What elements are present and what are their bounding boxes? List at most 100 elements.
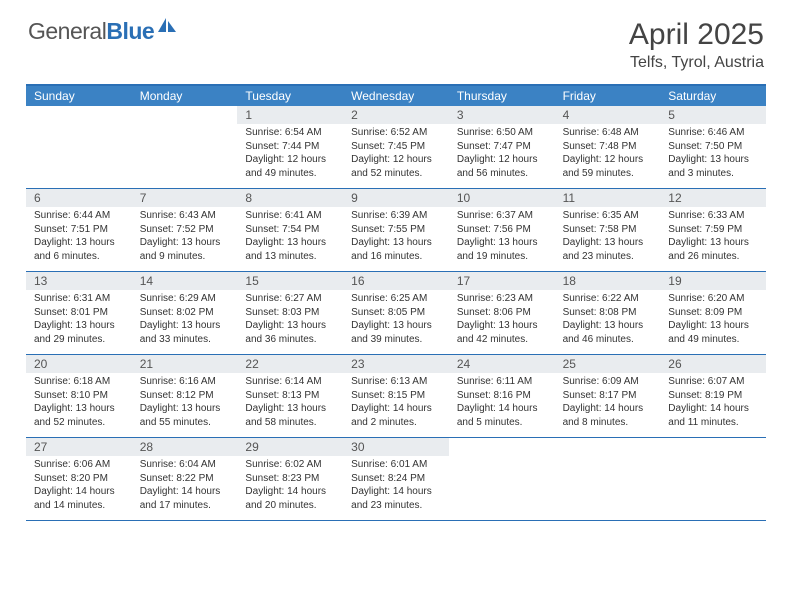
day-details: Sunrise: 6:25 AMSunset: 8:05 PMDaylight:… xyxy=(343,290,449,350)
sunrise-line: Sunrise: 6:18 AM xyxy=(34,375,124,389)
day-cell-29: 29Sunrise: 6:02 AMSunset: 8:23 PMDayligh… xyxy=(237,438,343,520)
day-cell-28: 28Sunrise: 6:04 AMSunset: 8:22 PMDayligh… xyxy=(132,438,238,520)
day-number: 16 xyxy=(343,272,449,290)
day-cell-18: 18Sunrise: 6:22 AMSunset: 8:08 PMDayligh… xyxy=(555,272,661,354)
day-details: Sunrise: 6:35 AMSunset: 7:58 PMDaylight:… xyxy=(555,207,661,267)
daylight-line: Daylight: 13 hours and 23 minutes. xyxy=(563,236,653,263)
day-details: Sunrise: 6:48 AMSunset: 7:48 PMDaylight:… xyxy=(555,124,661,184)
day-number: 20 xyxy=(26,355,132,373)
day-cell-11: 11Sunrise: 6:35 AMSunset: 7:58 PMDayligh… xyxy=(555,189,661,271)
day-number: 1 xyxy=(237,106,343,124)
sunrise-line: Sunrise: 6:13 AM xyxy=(351,375,441,389)
day-details: Sunrise: 6:29 AMSunset: 8:02 PMDaylight:… xyxy=(132,290,238,350)
day-number: 6 xyxy=(26,189,132,207)
sunset-line: Sunset: 8:19 PM xyxy=(668,389,758,403)
sunrise-line: Sunrise: 6:52 AM xyxy=(351,126,441,140)
sunrise-line: Sunrise: 6:39 AM xyxy=(351,209,441,223)
day-details: Sunrise: 6:02 AMSunset: 8:23 PMDaylight:… xyxy=(237,456,343,516)
sunrise-line: Sunrise: 6:06 AM xyxy=(34,458,124,472)
day-cell-empty: . xyxy=(660,438,766,520)
sunrise-line: Sunrise: 6:09 AM xyxy=(563,375,653,389)
day-cell-empty: . xyxy=(132,106,238,188)
daylight-line: Daylight: 14 hours and 8 minutes. xyxy=(563,402,653,429)
day-number: 24 xyxy=(449,355,555,373)
day-cell-20: 20 Sunrise: 6:18 AMSunset: 8:10 PMDayligh… xyxy=(26,355,132,437)
sunset-line: Sunset: 8:09 PM xyxy=(668,306,758,320)
sunrise-line: Sunrise: 6:31 AM xyxy=(34,292,124,306)
sunset-line: Sunset: 8:13 PM xyxy=(245,389,335,403)
weekday-saturday: Saturday xyxy=(660,86,766,106)
day-details: Sunrise: 6:52 AMSunset: 7:45 PMDaylight:… xyxy=(343,124,449,184)
sunset-line: Sunset: 7:54 PM xyxy=(245,223,335,237)
day-details: Sunrise: 6:20 AMSunset: 8:09 PMDaylight:… xyxy=(660,290,766,350)
day-number: 23 xyxy=(343,355,449,373)
sunrise-line: Sunrise: 6:43 AM xyxy=(140,209,230,223)
logo-sail-icon xyxy=(156,16,178,39)
sunrise-line: Sunrise: 6:50 AM xyxy=(457,126,547,140)
day-details: Sunrise: 6:09 AMSunset: 8:17 PMDaylight:… xyxy=(555,373,661,433)
day-cell-23: 23Sunrise: 6:13 AMSunset: 8:15 PMDayligh… xyxy=(343,355,449,437)
day-cell-4: 4Sunrise: 6:48 AMSunset: 7:48 PMDaylight… xyxy=(555,106,661,188)
daylight-line: Daylight: 14 hours and 17 minutes. xyxy=(140,485,230,512)
sunrise-line: Sunrise: 6:11 AM xyxy=(457,375,547,389)
week-row: 20Sunrise: 6:18 AMSunset: 8:10 PMDayligh… xyxy=(26,355,766,438)
day-details: Sunrise: 6:39 AMSunset: 7:55 PMDaylight:… xyxy=(343,207,449,267)
daylight-line: Daylight: 13 hours and 42 minutes. xyxy=(457,319,547,346)
day-cell-7: 7Sunrise: 6:43 AMSunset: 7:52 PMDaylight… xyxy=(132,189,238,271)
day-details: Sunrise: 6:44 AMSunset: 7:51 PMDaylight:… xyxy=(26,207,132,267)
calendar: SundayMondayTuesdayWednesdayThursdayFrid… xyxy=(26,84,766,521)
sunrise-line: Sunrise: 6:01 AM xyxy=(351,458,441,472)
day-number: 4 xyxy=(555,106,661,124)
day-cell-empty: . xyxy=(26,106,132,188)
daylight-line: Daylight: 13 hours and 6 minutes. xyxy=(34,236,124,263)
weekday-wednesday: Wednesday xyxy=(343,86,449,106)
sunset-line: Sunset: 8:15 PM xyxy=(351,389,441,403)
day-cell-21: 21Sunrise: 6:16 AMSunset: 8:12 PMDayligh… xyxy=(132,355,238,437)
day-number: 3 xyxy=(449,106,555,124)
day-number: 12 xyxy=(660,189,766,207)
day-details: Sunrise: 6:06 AMSunset: 8:20 PMDaylight:… xyxy=(26,456,132,516)
sunrise-line: Sunrise: 6:33 AM xyxy=(668,209,758,223)
sunrise-line: Sunrise: 6:37 AM xyxy=(457,209,547,223)
daylight-line: Daylight: 13 hours and 29 minutes. xyxy=(34,319,124,346)
day-details: Sunrise: 6:31 AMSunset: 8:01 PMDaylight:… xyxy=(26,290,132,350)
weekday-thursday: Thursday xyxy=(449,86,555,106)
sunset-line: Sunset: 8:03 PM xyxy=(245,306,335,320)
day-cell-16: 16Sunrise: 6:25 AMSunset: 8:05 PMDayligh… xyxy=(343,272,449,354)
sunrise-line: Sunrise: 6:44 AM xyxy=(34,209,124,223)
sunset-line: Sunset: 7:51 PM xyxy=(34,223,124,237)
sunrise-line: Sunrise: 6:23 AM xyxy=(457,292,547,306)
day-cell-17: 17Sunrise: 6:23 AMSunset: 8:06 PMDayligh… xyxy=(449,272,555,354)
day-cell-8: 8Sunrise: 6:41 AMSunset: 7:54 PMDaylight… xyxy=(237,189,343,271)
day-number: 28 xyxy=(132,438,238,456)
daylight-line: Daylight: 13 hours and 19 minutes. xyxy=(457,236,547,263)
day-number: 2 xyxy=(343,106,449,124)
sunset-line: Sunset: 8:16 PM xyxy=(457,389,547,403)
day-cell-empty: . xyxy=(555,438,661,520)
day-cell-2: 2Sunrise: 6:52 AMSunset: 7:45 PMDaylight… xyxy=(343,106,449,188)
day-details: Sunrise: 6:27 AMSunset: 8:03 PMDaylight:… xyxy=(237,290,343,350)
logo-part2: Blue xyxy=(106,18,154,44)
day-cell-22: 22Sunrise: 6:14 AMSunset: 8:13 PMDayligh… xyxy=(237,355,343,437)
daylight-line: Daylight: 14 hours and 14 minutes. xyxy=(34,485,124,512)
weekday-header: SundayMondayTuesdayWednesdayThursdayFrid… xyxy=(26,86,766,106)
sunset-line: Sunset: 8:10 PM xyxy=(34,389,124,403)
daylight-line: Daylight: 13 hours and 58 minutes. xyxy=(245,402,335,429)
daylight-line: Daylight: 13 hours and 46 minutes. xyxy=(563,319,653,346)
sunset-line: Sunset: 7:45 PM xyxy=(351,140,441,154)
title-block: April 2025 Telfs, Tyrol, Austria xyxy=(629,18,764,72)
day-number: 10 xyxy=(449,189,555,207)
day-number: 13 xyxy=(26,272,132,290)
day-number: 26 xyxy=(660,355,766,373)
day-details: Sunrise: 6:50 AMSunset: 7:47 PMDaylight:… xyxy=(449,124,555,184)
daylight-line: Daylight: 13 hours and 52 minutes. xyxy=(34,402,124,429)
day-details: Sunrise: 6:01 AMSunset: 8:24 PMDaylight:… xyxy=(343,456,449,516)
sunset-line: Sunset: 8:17 PM xyxy=(563,389,653,403)
sunset-line: Sunset: 7:48 PM xyxy=(563,140,653,154)
sunset-line: Sunset: 8:06 PM xyxy=(457,306,547,320)
day-number: 21 xyxy=(132,355,238,373)
day-cell-1: 1Sunrise: 6:54 AMSunset: 7:44 PMDaylight… xyxy=(237,106,343,188)
sunrise-line: Sunrise: 6:46 AM xyxy=(668,126,758,140)
sunset-line: Sunset: 8:01 PM xyxy=(34,306,124,320)
daylight-line: Daylight: 13 hours and 3 minutes. xyxy=(668,153,758,180)
